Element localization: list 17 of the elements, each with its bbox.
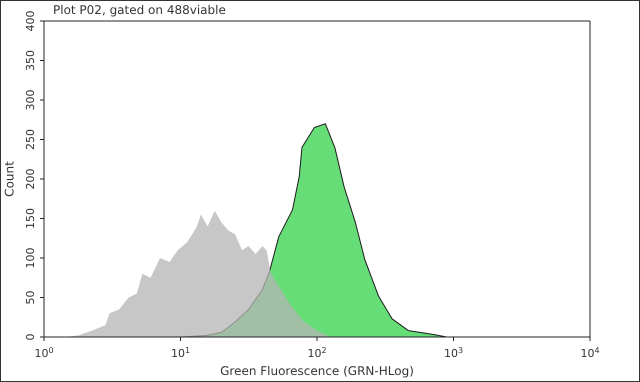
x-tick-label: 10$^{2}$: [307, 346, 327, 360]
y-tick-label: 300: [24, 90, 37, 110]
x-tick-label: 10$^{4}$: [580, 346, 600, 360]
y-tick-label: 350: [24, 50, 37, 71]
y-tick-label: 100: [24, 248, 37, 268]
x-tick-label: 10$^{1}$: [170, 346, 190, 360]
y-tick-label: 50: [24, 290, 37, 304]
chart-title: Plot P02, gated on 488viable: [53, 3, 226, 17]
y-tick-label: 150: [24, 208, 37, 229]
y-tick-label: 0: [24, 334, 37, 340]
x-tick-label: 10$^{0}$: [34, 346, 54, 360]
y-tick-label: 400: [24, 10, 37, 32]
y-tick-label: 200: [24, 168, 37, 190]
x-axis-title: Green Fluorescence (GRN-HLog): [220, 364, 414, 378]
y-tick-label: 250: [24, 129, 37, 150]
y-axis-title: Count: [2, 160, 16, 197]
x-tick-label: 10$^{3}$: [444, 346, 464, 360]
